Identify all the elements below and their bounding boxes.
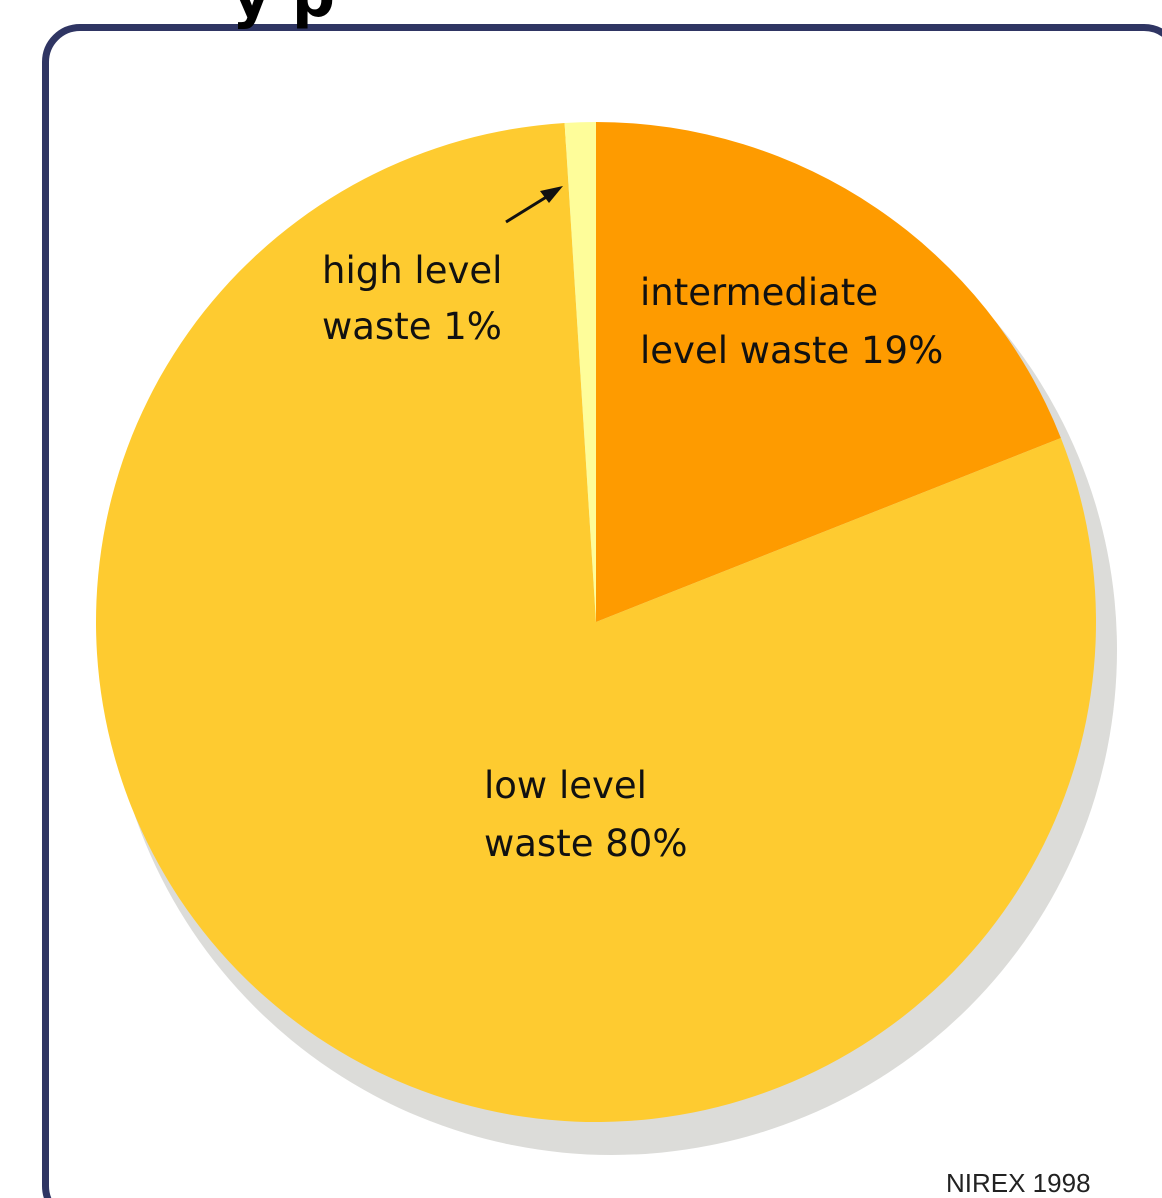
slice-label-high-line-2: waste 1% — [322, 305, 502, 348]
slice-label-low-line-2: waste 80% — [484, 822, 687, 865]
slice-label-low-line-1: low level — [484, 764, 647, 807]
slice-high-level — [564, 122, 596, 622]
pointer-arrow — [505, 186, 563, 224]
slice-low-level — [96, 122, 1097, 1123]
slice-label-intermediate-line-1: intermediate — [640, 271, 878, 314]
pie-slices — [96, 122, 1097, 1123]
source-credit: NIREX 1998 — [946, 1168, 1091, 1198]
slice-intermediate-level — [596, 122, 1061, 622]
slice-label-high-line-1: high level — [322, 249, 502, 292]
cropped-title: y p — [232, 0, 335, 31]
slice-label-low-level: low level waste 80% — [484, 764, 687, 865]
slice-label-intermediate-level: intermediate level waste 19% — [640, 271, 943, 372]
slice-label-high-level: high level waste 1% — [322, 249, 514, 348]
slice-label-intermediate-line-2: level waste 19% — [640, 329, 943, 372]
